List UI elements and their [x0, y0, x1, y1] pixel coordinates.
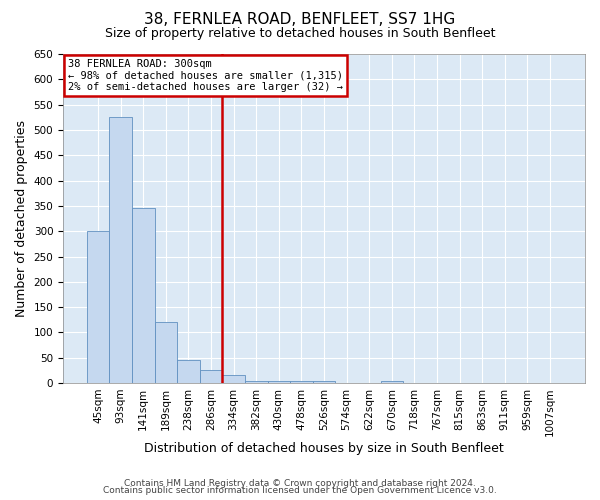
Bar	[132, 208, 155, 383]
Bar	[380, 380, 403, 383]
Bar	[177, 360, 200, 383]
Bar	[223, 376, 245, 383]
Text: Contains HM Land Registry data © Crown copyright and database right 2024.: Contains HM Land Registry data © Crown c…	[124, 478, 476, 488]
Text: Contains public sector information licensed under the Open Government Licence v3: Contains public sector information licen…	[103, 486, 497, 495]
Bar	[87, 231, 109, 383]
Bar	[155, 322, 177, 383]
X-axis label: Distribution of detached houses by size in South Benfleet: Distribution of detached houses by size …	[144, 442, 504, 455]
Bar	[268, 380, 290, 383]
Bar	[200, 370, 223, 383]
Y-axis label: Number of detached properties: Number of detached properties	[15, 120, 28, 317]
Bar	[109, 118, 132, 383]
Text: Size of property relative to detached houses in South Benfleet: Size of property relative to detached ho…	[105, 28, 495, 40]
Bar	[290, 380, 313, 383]
Bar	[313, 380, 335, 383]
Text: 38, FERNLEA ROAD, BENFLEET, SS7 1HG: 38, FERNLEA ROAD, BENFLEET, SS7 1HG	[145, 12, 455, 28]
Text: 38 FERNLEA ROAD: 300sqm
← 98% of detached houses are smaller (1,315)
2% of semi-: 38 FERNLEA ROAD: 300sqm ← 98% of detache…	[68, 59, 343, 92]
Bar	[245, 380, 268, 383]
